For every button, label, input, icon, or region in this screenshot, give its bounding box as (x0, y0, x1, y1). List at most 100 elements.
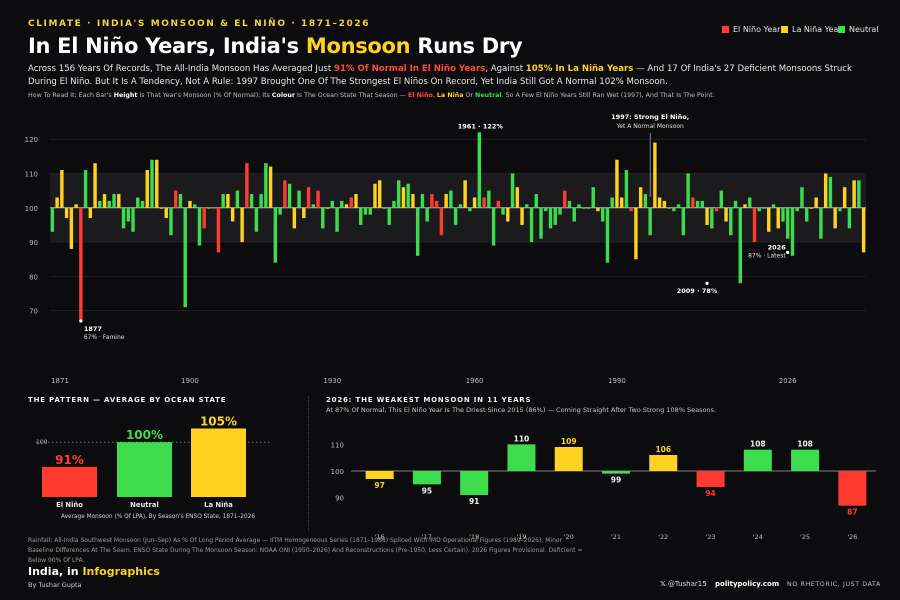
bar-1952 (434, 200, 439, 208)
bar-1916 (264, 163, 268, 208)
howto-colour: Colour (271, 92, 295, 99)
bar-2007 (695, 200, 700, 208)
bar-2020 (757, 207, 761, 212)
page-title: In El Niño Years, India's Monsoon Runs D… (28, 34, 523, 58)
bar-2019 (752, 207, 757, 243)
bar-1888 (131, 207, 135, 232)
subtitle-part-2: , Against (485, 64, 526, 74)
howto-part-2: Is That Year's Monsoon (% Of Normal); It… (137, 92, 272, 99)
bar-1958 (463, 180, 467, 208)
bar-1898 (178, 194, 183, 208)
bar-1942 (387, 207, 391, 225)
bar-2003 (676, 204, 681, 208)
recent-bar-'18 (460, 471, 489, 495)
subtitle-elnino-stat: 91% Of Normal In El Niño Years (334, 64, 486, 74)
howto-part-3: Is The Ocean State That Season — (294, 92, 408, 99)
howto-comma: , (432, 92, 437, 99)
bar-2017 (743, 204, 747, 208)
recent-bar-'24 (743, 449, 772, 471)
bar-1876 (74, 204, 78, 208)
bar-1875 (69, 207, 74, 249)
bar-1966 (501, 207, 505, 215)
recent-bar-'23 (696, 471, 725, 487)
pattern-bar-chart: 100 91% El Niño 100% Neutral 105% La Niña Avera… (36, 414, 272, 520)
byline: By Tushar Gupta (28, 581, 82, 589)
twitter-handle[interactable]: 𝕏 @Tushar15 (660, 580, 707, 588)
bar-2034 (823, 173, 828, 208)
recent-x-tick-label: '18 (469, 533, 479, 541)
y-tick-label: 120 (25, 136, 38, 144)
bar-1990 (615, 159, 619, 208)
bar-1909 (230, 207, 235, 222)
bar-1902 (197, 207, 202, 246)
recent-bar-'25 (791, 449, 820, 471)
howto-elnino: El Niño (407, 92, 433, 99)
bar-1878 (83, 170, 88, 208)
bar-2040 (852, 180, 856, 208)
bar-1903 (202, 207, 206, 229)
recent-value-label: 99 (611, 476, 621, 485)
recent-x-tick-label: '17 (422, 533, 432, 541)
bar-1897 (174, 190, 178, 208)
tagline: NO RHETORIC, JUST DATA (787, 581, 881, 588)
bar-1965 (496, 200, 501, 208)
bar-2038 (842, 187, 847, 208)
howto-part-4: . So A Few El Niño Years Still Ran Wet (… (501, 92, 715, 99)
bar-1871 (50, 207, 55, 232)
bar-2031 (809, 207, 814, 209)
x-tick-label: 2026 (779, 377, 797, 385)
recent-value-label: 87 (847, 508, 857, 517)
bar-1959 (468, 207, 472, 212)
bar-1882 (102, 194, 107, 208)
recent-value-label: 110 (514, 434, 530, 443)
bar-1986 (596, 207, 600, 212)
bar-2024 (776, 207, 780, 229)
bar-1922 (292, 207, 297, 229)
bar-1961 (477, 132, 482, 208)
bar-1985 (591, 187, 595, 208)
annotation-sublabel: Yet A Normal Monsoon (615, 123, 684, 130)
bar-1979 (563, 190, 567, 208)
bar-1891 (145, 170, 149, 208)
bar-1886 (121, 207, 126, 229)
bar-2039 (847, 207, 852, 229)
bar-1982 (577, 204, 581, 208)
annotation-label: 1877 (84, 325, 102, 333)
x-tick-label: 1900 (181, 377, 199, 385)
bar-1938 (368, 207, 372, 215)
bar-2009 (705, 207, 709, 225)
howto-height: Height (113, 92, 138, 99)
annotation-label: 1961 · 122% (458, 122, 504, 130)
bar-1951 (430, 194, 434, 208)
bar-1887 (126, 207, 130, 222)
recent-x-tick-label: '16 (375, 533, 385, 541)
bar-1906 (216, 207, 221, 253)
howto-part-1: How To Read It: Each Bar's (28, 92, 114, 99)
bar-1889 (136, 197, 140, 208)
bar-2032 (814, 197, 818, 208)
bar-1940 (378, 180, 382, 208)
website-link[interactable]: politypolicy.com (715, 580, 780, 588)
recent-value-label: 97 (374, 481, 384, 490)
recent-value-label: 95 (422, 486, 432, 495)
annotation-label: 2026 (768, 243, 787, 251)
pattern-title: THE PATTERN — AVERAGE BY OCEAN STATE (28, 396, 227, 404)
bar-1884 (112, 194, 116, 208)
annotation-label: 2009 · 78% (677, 287, 718, 295)
bar-1957 (458, 204, 463, 208)
bar-2029 (800, 187, 804, 208)
bar-2013 (724, 207, 728, 222)
bar-1924 (302, 207, 306, 219)
bar-1955 (449, 190, 453, 208)
bar-1994 (634, 207, 638, 260)
bar-1988 (605, 207, 610, 263)
bar-1949 (420, 194, 425, 208)
bar-1993 (629, 207, 633, 212)
recent-bar-'16 (365, 471, 394, 479)
bar-2026 (786, 207, 790, 239)
bar-1962 (482, 197, 486, 208)
pattern-bar-0 (42, 466, 97, 497)
legend-elnino: El Niño Year (722, 25, 780, 34)
recent-x-tick-label: '22 (658, 533, 668, 541)
bar-1978 (558, 207, 562, 215)
